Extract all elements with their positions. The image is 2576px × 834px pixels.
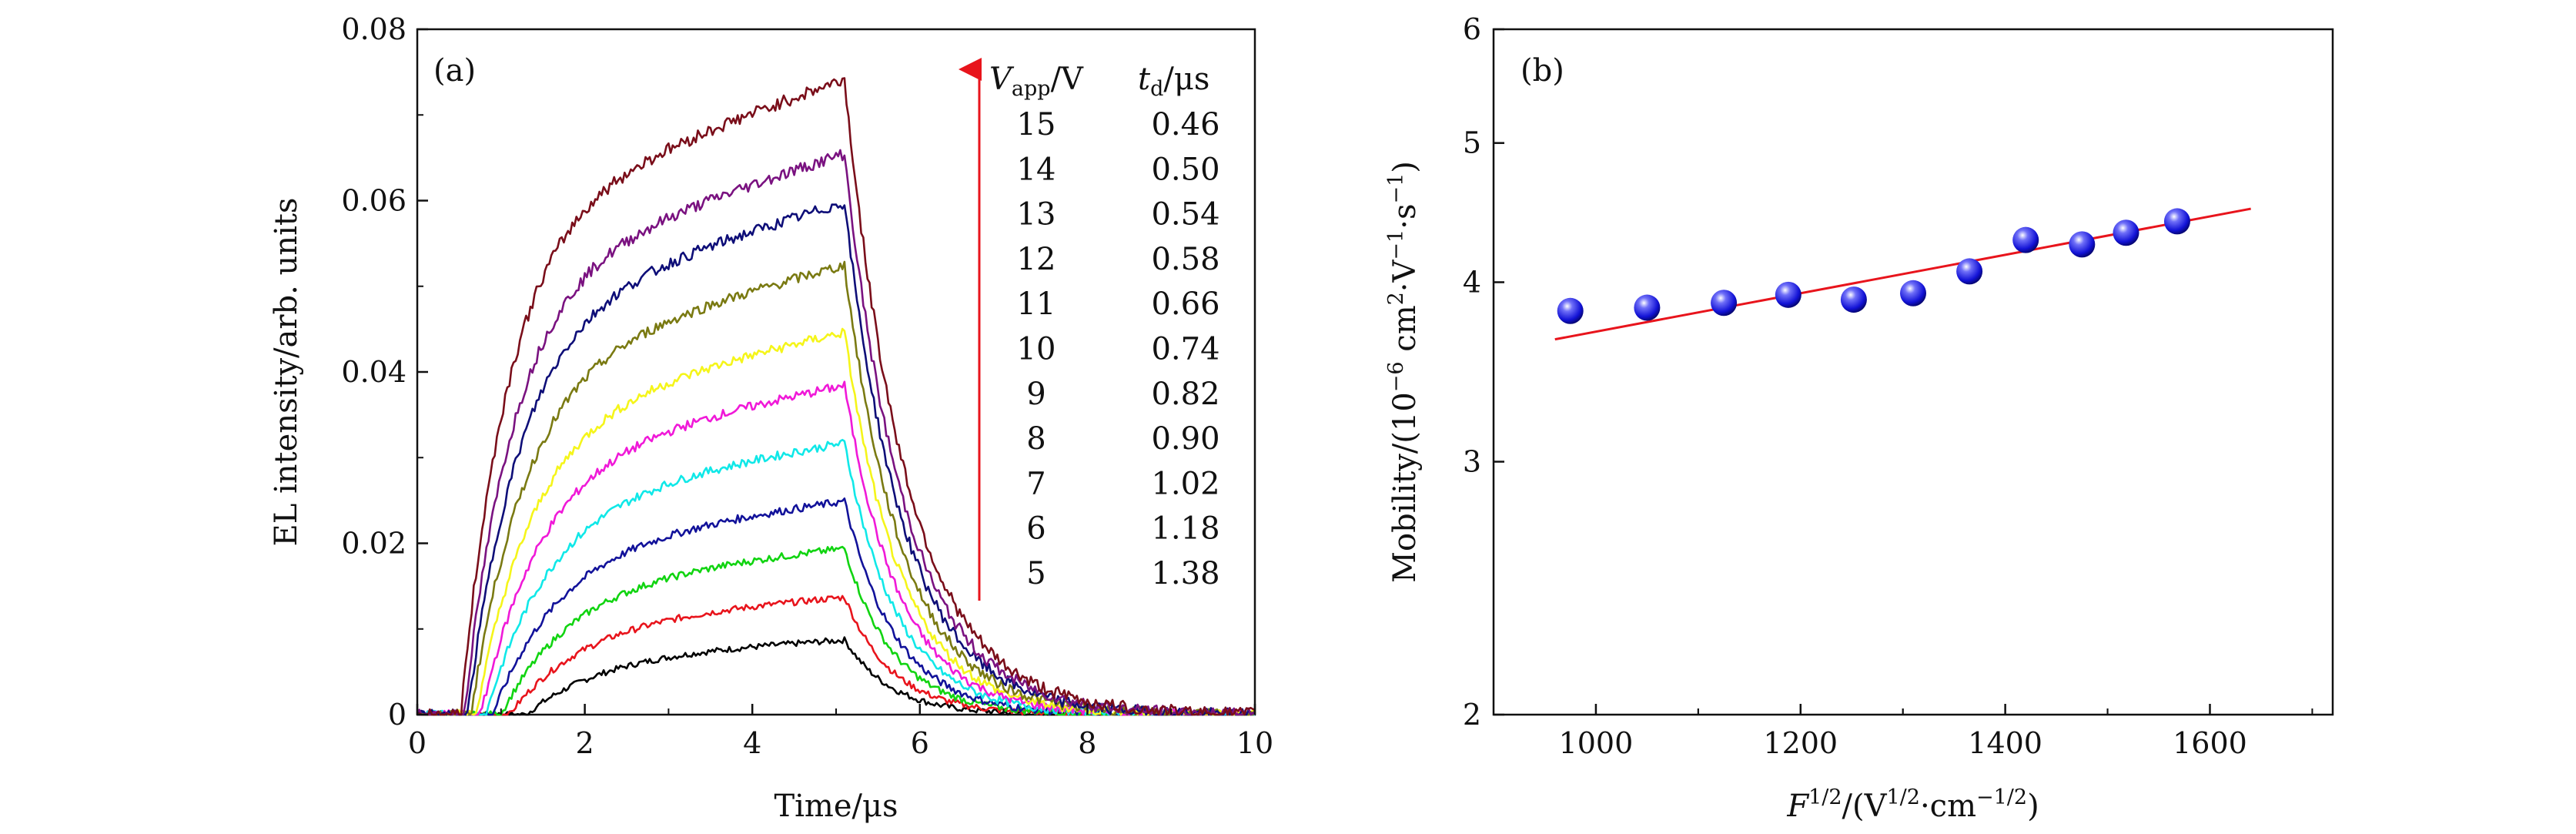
panel-b-points [1557, 208, 2190, 324]
data-point [2163, 208, 2190, 235]
panel-a-legend: Vapp/V td/μs 15 0.46 14 0.50 13 0.54 12 0.58 11 0… [958, 58, 1220, 601]
series-line-14V [417, 149, 1256, 716]
y-tick-label: 3 [1463, 445, 1481, 479]
legend-td-value: 0.46 [1151, 107, 1219, 142]
legend-td-value: 0.58 [1151, 242, 1219, 277]
legend-vapp-value: 8 [1026, 421, 1045, 457]
fit-line [1554, 207, 2251, 341]
panel-b-ylabel: Mobility/(10−6 cm2·V−1·s−1) [1384, 161, 1423, 583]
data-point [1900, 280, 1926, 306]
x-tick-label: 8 [1078, 726, 1096, 760]
y-tick-label: 0 [388, 698, 406, 732]
panel-b-xlabel: F1/2/(V1/2·cm−1/2) [1786, 785, 2039, 824]
legend-td-value: 1.18 [1151, 511, 1219, 547]
panel-b-ticks: 1000 1200 1400 1600 2 3 4 5 6 [1463, 12, 2313, 760]
y-tick-label: 0.08 [341, 12, 406, 46]
panel-a-xlabel: Time/μs [774, 789, 898, 824]
legend-vapp-value: 14 [1017, 152, 1056, 187]
x-tick-label: 10 [1236, 726, 1273, 760]
legend-header-td: td/μs [1138, 62, 1209, 101]
legend-vapp-value: 9 [1026, 377, 1045, 412]
legend-vapp-value: 15 [1017, 107, 1056, 142]
data-point [1634, 294, 1661, 321]
data-point [2069, 231, 2096, 258]
series-line-6V [417, 595, 1256, 716]
panel-b-label: (b) [1521, 53, 1564, 89]
legend-vapp-value: 6 [1026, 511, 1045, 547]
legend-vapp-value: 5 [1026, 556, 1045, 591]
x-tick-label: 1400 [1968, 726, 2042, 760]
legend-vapp-value: 10 [1017, 332, 1056, 367]
legend-td-value: 0.66 [1151, 286, 1219, 322]
panel-a-frame [416, 28, 1256, 716]
y-tick-label: 6 [1463, 12, 1481, 46]
series-line-9V [417, 438, 1255, 716]
y-tick-label: 4 [1463, 265, 1481, 299]
data-point [1775, 281, 1802, 308]
legend-td-value: 1.02 [1151, 466, 1219, 501]
data-point [2113, 219, 2139, 246]
legend-td-value: 1.38 [1151, 556, 1219, 591]
data-point [1711, 290, 1738, 317]
legend-td-value: 0.90 [1151, 421, 1219, 457]
series-line-15V [417, 77, 1256, 716]
data-point [1840, 286, 1867, 313]
series-line-7V [417, 545, 1256, 716]
series-line-11V [417, 327, 1256, 716]
panel-b-fit [1554, 207, 2251, 341]
x-tick-label: 0 [408, 726, 427, 760]
panel-a-ticks: 0 2 4 6 8 10 0 0.02 0.04 0.06 0.08 [341, 12, 1273, 760]
legend-td-value: 0.50 [1151, 152, 1219, 187]
y-tick-label: 0.06 [341, 184, 406, 218]
data-point [1557, 297, 1584, 324]
panel-b: 1000 1200 1400 1600 2 3 4 5 6 (b) F1/2/(V1/2·cm−… [1384, 12, 2334, 824]
legend-vapp-value: 13 [1017, 197, 1056, 233]
data-point [2012, 226, 2039, 253]
y-tick-label: 0.02 [341, 527, 406, 561]
panel-b-frame [1492, 28, 2334, 716]
data-point [1956, 258, 1983, 285]
legend-td-value: 0.74 [1151, 332, 1219, 367]
legend-vapp-value: 7 [1026, 466, 1045, 501]
legend-rows: 15 0.46 14 0.50 13 0.54 12 0.58 11 0.66 10 0.74 9 0.8… [1017, 107, 1220, 591]
legend-td-value: 0.82 [1151, 377, 1219, 412]
x-tick-label: 1200 [1763, 726, 1838, 760]
x-tick-label: 1000 [1559, 726, 1634, 760]
panel-a: 0 2 4 6 8 10 0 0.02 0.04 0.06 0.08 (a) Time/μs EL … [269, 12, 1273, 824]
panel-a-series [416, 77, 1256, 716]
x-tick-label: 1600 [2173, 726, 2247, 760]
x-tick-label: 4 [743, 726, 761, 760]
legend-vapp-value: 11 [1017, 286, 1056, 322]
panel-a-ylabel: EL intensity/arb. units [269, 198, 304, 547]
x-tick-label: 6 [911, 726, 929, 760]
y-tick-label: 2 [1463, 698, 1481, 732]
x-tick-label: 2 [576, 726, 594, 760]
series-line-12V [416, 260, 1256, 716]
legend-td-value: 0.54 [1151, 197, 1219, 233]
panel-a-label: (a) [433, 53, 476, 89]
legend-vapp-value: 12 [1017, 242, 1056, 277]
y-tick-label: 5 [1463, 126, 1481, 160]
legend-header-vapp: Vapp/V [989, 62, 1084, 101]
y-tick-label: 0.04 [341, 355, 406, 389]
